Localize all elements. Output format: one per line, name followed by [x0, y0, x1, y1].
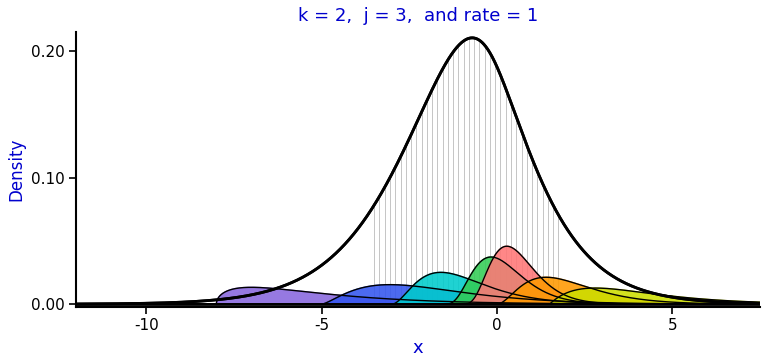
Y-axis label: Density: Density	[7, 138, 25, 201]
Title: k = 2,  j = 3,  and rate = 1: k = 2, j = 3, and rate = 1	[298, 7, 538, 25]
X-axis label: x: x	[413, 339, 423, 357]
